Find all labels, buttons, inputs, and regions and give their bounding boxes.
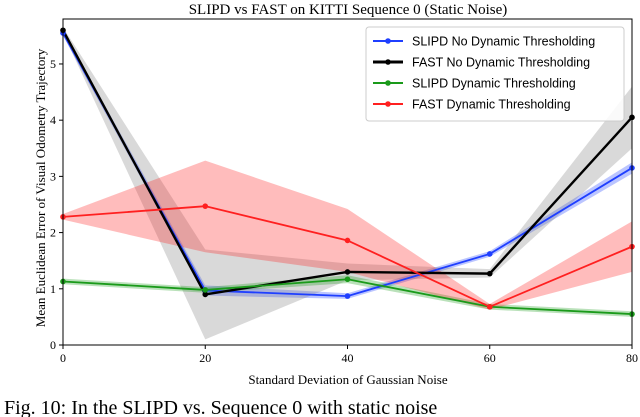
point-series-2 — [202, 287, 209, 293]
x-axis-label: Standard Deviation of Gaussian Noise — [248, 372, 448, 387]
legend-marker — [385, 38, 391, 44]
y-tick-label: 5 — [50, 57, 56, 71]
chart-title: SLIPD vs FAST on KITTI Sequence 0 (Stati… — [189, 2, 508, 18]
x-tick-label: 0 — [60, 351, 66, 365]
legend-marker — [385, 101, 391, 107]
band-series-1 — [63, 27, 632, 340]
legend-label: FAST Dynamic Thresholding — [412, 98, 571, 112]
band-series-3 — [63, 160, 632, 310]
figure-caption: Fig. 10: In the SLIPD vs. Sequence 0 wit… — [4, 397, 437, 417]
legend-label: SLIPD Dynamic Thresholding — [412, 77, 576, 91]
point-series-0 — [486, 251, 493, 257]
point-series-1 — [486, 270, 493, 277]
legend-label: SLIPD No Dynamic Thresholding — [412, 35, 595, 49]
y-tick-label: 4 — [50, 113, 56, 127]
point-series-3 — [486, 303, 493, 310]
legend-marker — [385, 80, 391, 86]
point-series-1 — [344, 269, 351, 275]
x-axis-ticks: 0 20 40 60 80 — [60, 345, 638, 365]
x-tick-label: 60 — [484, 351, 496, 365]
legend-box — [365, 26, 625, 122]
x-tick-label: 40 — [342, 351, 354, 365]
point-series-1 — [202, 291, 209, 298]
y-tick-label: 3 — [50, 169, 56, 183]
y-axis-ticks: 0 1 2 3 4 5 — [50, 57, 63, 352]
y-tick-label: 2 — [50, 226, 56, 240]
y-tick-label: 0 — [50, 338, 56, 352]
legend-label: FAST No Dynamic Thresholding — [412, 56, 590, 70]
x-tick-label: 80 — [626, 351, 638, 365]
y-axis-label: Mean Euclidean Error of Visual Odometry … — [33, 48, 48, 327]
legend-marker — [385, 59, 391, 65]
point-series-0 — [344, 293, 351, 299]
point-series-2 — [344, 276, 351, 283]
legend: SLIPD No Dynamic Thresholding FAST No Dyn… — [365, 26, 625, 122]
point-series-3 — [344, 237, 351, 244]
y-tick-label: 1 — [50, 282, 56, 296]
x-tick-label: 20 — [199, 351, 211, 365]
point-series-3 — [202, 203, 209, 209]
